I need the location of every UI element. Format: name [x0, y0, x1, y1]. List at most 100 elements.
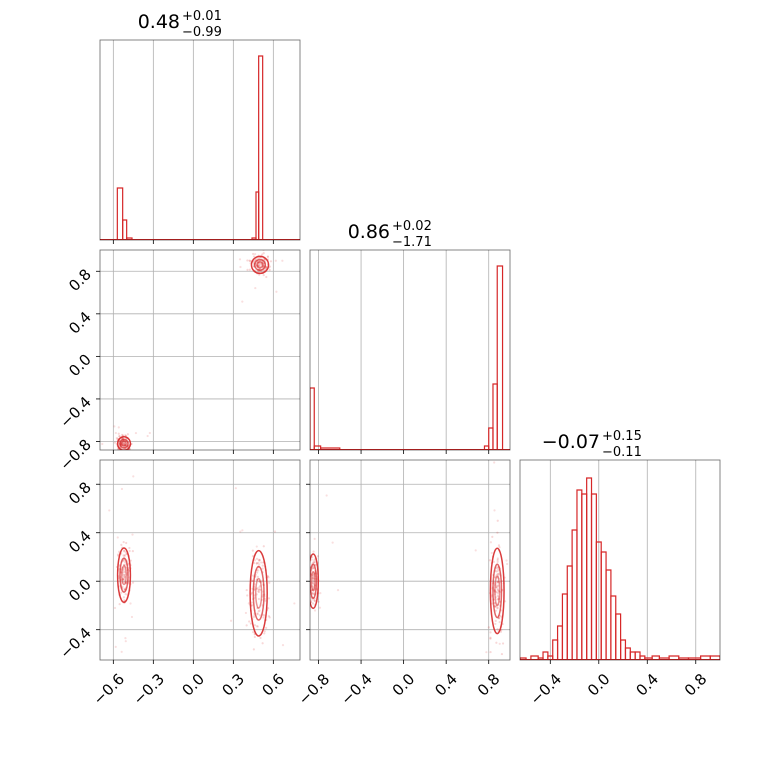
y-tick-label: −0.8 [56, 436, 94, 474]
panel-title-value: −0.07 [542, 431, 600, 453]
sample-point [253, 561, 256, 565]
sample-point [113, 425, 116, 428]
sample-point [267, 615, 271, 618]
sample-point [267, 576, 270, 579]
hist-bar [576, 489, 583, 660]
sample-point [257, 597, 260, 601]
hist-bar [610, 595, 617, 660]
sample-point [496, 592, 499, 595]
sample-point [123, 549, 126, 552]
sample-point [312, 592, 315, 596]
y-tick-label: 0.0 [65, 350, 95, 380]
sample-point [146, 434, 149, 438]
sample-point [253, 635, 256, 639]
hist-bar [492, 383, 498, 450]
sample-point [257, 588, 260, 591]
sample-point [336, 588, 340, 592]
sample-point [257, 590, 261, 594]
sample-point [496, 569, 499, 573]
sample-point [293, 602, 296, 605]
sample-point [124, 551, 127, 554]
sample-point [281, 643, 285, 647]
sample-point [499, 630, 503, 633]
hist-bar [561, 593, 568, 660]
sample-point [245, 588, 248, 592]
sample-point [252, 260, 255, 263]
sample-point [257, 558, 260, 561]
density-contour [121, 565, 127, 586]
sample-point [265, 626, 268, 629]
sample-point [116, 553, 120, 556]
density-contour [252, 565, 265, 621]
sample-point [123, 599, 126, 602]
grid [318, 250, 490, 450]
sample-point [123, 443, 126, 446]
sample-point [258, 264, 261, 267]
sample-point [260, 270, 263, 273]
sample-point [262, 252, 265, 255]
hist-bar [542, 651, 549, 660]
sample-point [496, 558, 499, 562]
hist-bar [571, 529, 578, 660]
sample-point [251, 603, 254, 607]
sample-point [490, 551, 493, 555]
sample-point [325, 494, 328, 497]
y-tick-label: −0.4 [56, 624, 94, 662]
sample-point [257, 590, 260, 593]
y-tick-label: −0.4 [56, 393, 94, 431]
sample-point [123, 554, 127, 557]
hist-bar [122, 219, 128, 240]
panel-hist-p3: −0.07 +0.15−0.11 −0.4 0.0 0.4 0.8 [519, 429, 721, 709]
sample-point [312, 550, 315, 553]
sample-point [257, 264, 261, 267]
sample-point [244, 611, 248, 615]
hist-bar [581, 493, 588, 660]
sample-point [496, 531, 499, 534]
x-tick-label: 0.6 [258, 670, 288, 700]
sample-point [129, 602, 132, 605]
sample-point [261, 567, 264, 570]
sample-point [259, 262, 262, 266]
sample-point [257, 561, 260, 565]
sample-point [317, 600, 320, 603]
hist-bar [496, 265, 504, 450]
sample-point [123, 575, 126, 578]
sample-point [239, 530, 242, 533]
sample-point [258, 586, 261, 589]
hist-bar [600, 551, 607, 660]
sample-point [252, 648, 255, 651]
sample-point [239, 265, 242, 269]
sample-point [131, 581, 135, 584]
sample-point [229, 619, 233, 622]
x-tick-label: −0.3 [130, 670, 168, 708]
sample-point [312, 561, 315, 564]
sample-point [120, 487, 124, 491]
sample-point [268, 616, 271, 619]
sample-point [307, 567, 309, 569]
sample-point [263, 632, 266, 635]
sample-point [313, 560, 317, 564]
sample-point [265, 265, 268, 269]
sample-point [123, 550, 126, 553]
sample-point [496, 588, 499, 591]
sample-point [122, 596, 126, 599]
sample-point [266, 255, 270, 258]
sample-point [108, 509, 111, 512]
sample-point [501, 642, 505, 645]
sample-point [275, 290, 278, 293]
sample-point [311, 602, 315, 605]
sample-point [259, 636, 262, 640]
sample-point [118, 435, 121, 438]
sample-point [119, 591, 123, 594]
sample-point [114, 645, 117, 648]
x-tick-label: −0.4 [337, 670, 375, 708]
panel-frame [309, 459, 511, 661]
x-tick-label: −0.6 [90, 670, 128, 708]
sample-point [496, 589, 499, 592]
panel-title-minus: −1.71 [392, 235, 432, 250]
sample-point [250, 591, 254, 594]
sample-point [256, 625, 260, 628]
sample-point [267, 597, 270, 600]
sample-point [122, 577, 125, 580]
density-contour [256, 261, 264, 269]
